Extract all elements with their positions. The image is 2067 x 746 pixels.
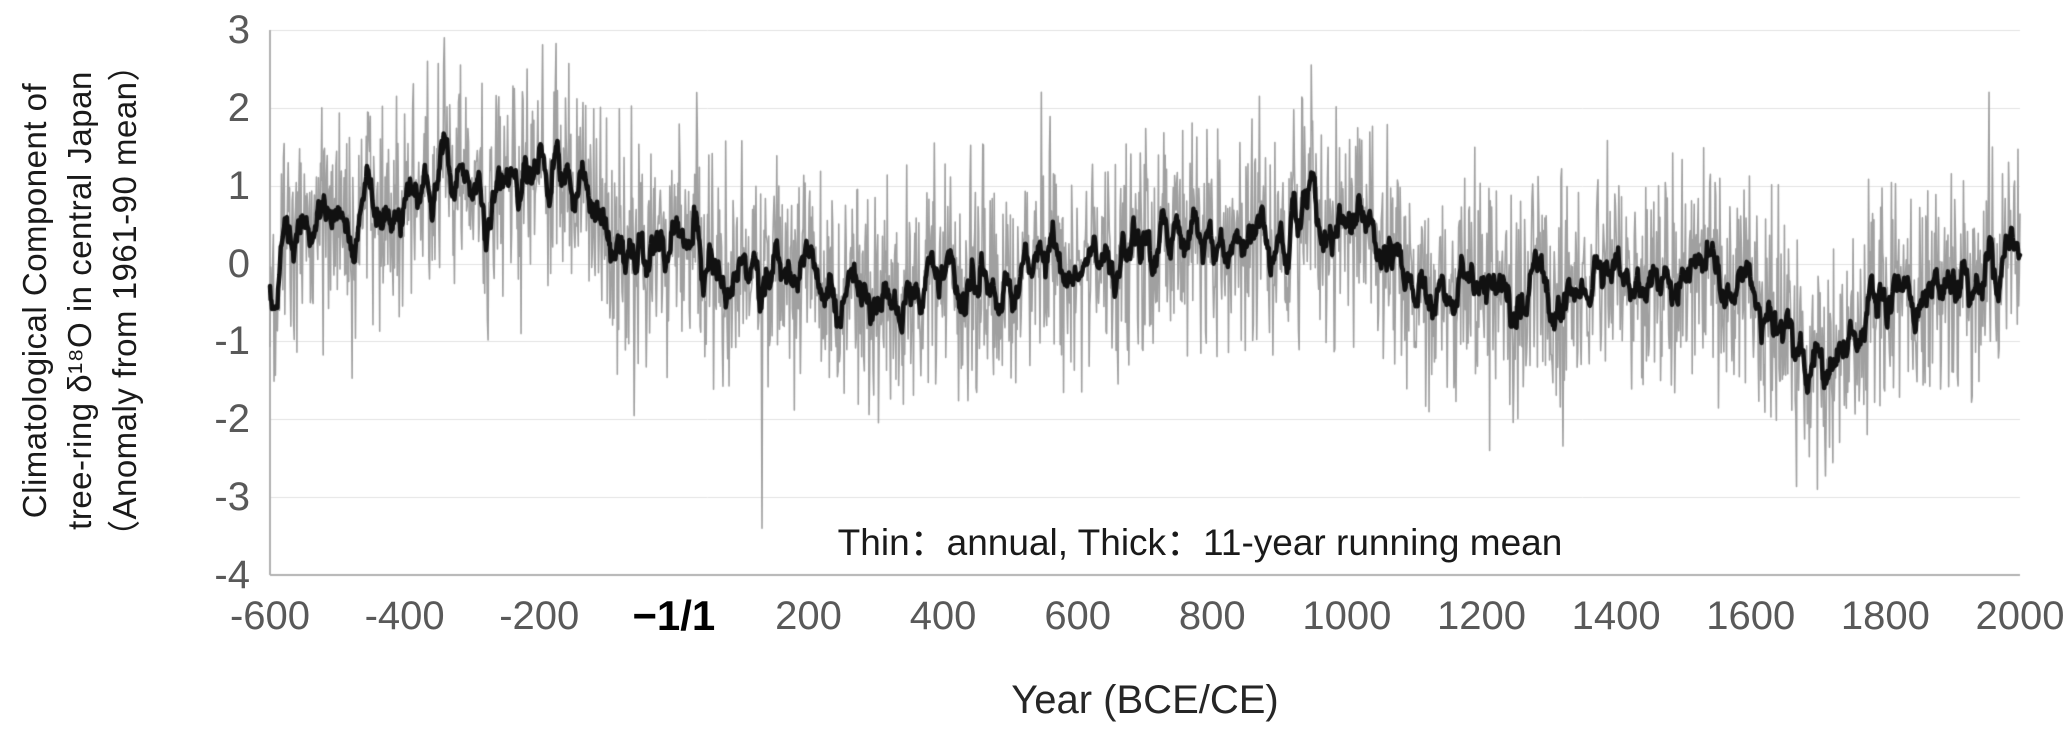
chart-plot-area: [0, 0, 2067, 746]
tree-ring-d18o-chart: Climatological Component of tree-ring δ¹…: [0, 0, 2067, 746]
